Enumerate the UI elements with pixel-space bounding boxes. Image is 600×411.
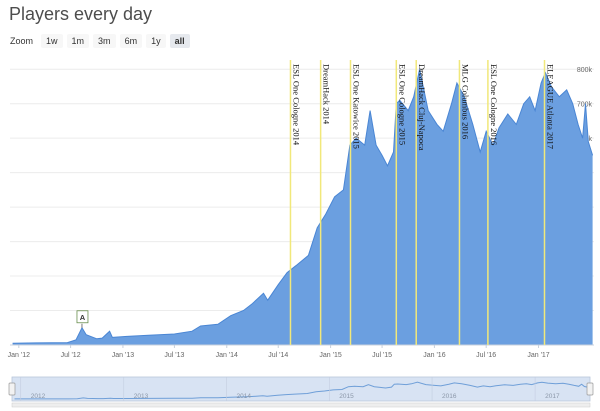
x-tick-label: Jan '15 xyxy=(319,352,341,359)
x-tick-label: Jan '12 xyxy=(8,352,30,359)
players-area xyxy=(12,69,593,345)
x-tick-label: Jan '16 xyxy=(423,352,445,359)
navigator-year-label: 2013 xyxy=(134,393,149,400)
zoom-selector: Zoom 1w 1m 3m 6m 1y all xyxy=(10,34,190,48)
x-tick-label: Jul '16 xyxy=(476,352,496,359)
navigator xyxy=(11,376,591,402)
event-label: ELEAGUE Atlanta 2017 xyxy=(546,64,556,149)
navigator-year-label: 2016 xyxy=(442,393,457,400)
navigator-year-label: 2015 xyxy=(339,393,354,400)
zoom-button-1w[interactable]: 1w xyxy=(41,34,63,48)
event-label: DreamHack 2014 xyxy=(322,64,332,125)
zoom-label: Zoom xyxy=(10,36,34,46)
flag-label: A xyxy=(80,313,86,322)
x-tick-label: Jan '13 xyxy=(112,352,134,359)
zoom-button-6m[interactable]: 6m xyxy=(119,34,143,48)
players-line xyxy=(12,69,594,344)
navigator-handle-left[interactable] xyxy=(8,382,16,396)
x-tick-label: Jul '13 xyxy=(164,352,184,359)
navigator-year-label: 2017 xyxy=(545,393,560,400)
event-label: ESL One Cologne 2015 xyxy=(397,64,407,145)
x-tick-label: Jan '14 xyxy=(216,352,238,359)
event-label: DreamHack Cluj-Napoca xyxy=(417,64,427,151)
y-tick-label: 700k xyxy=(577,102,593,109)
flag-box xyxy=(76,310,89,324)
event-label: MLG Columbus 2016 xyxy=(460,64,470,139)
y-tick-label: 800k xyxy=(577,67,593,74)
x-tick-label: Jan '17 xyxy=(527,352,549,359)
zoom-button-1m[interactable]: 1m xyxy=(66,34,90,48)
navigator-year-label: 2014 xyxy=(237,393,252,400)
zoom-button-all[interactable]: all xyxy=(169,34,190,48)
zoom-button-3m[interactable]: 3m xyxy=(93,34,116,48)
navigator-handle-right[interactable] xyxy=(586,382,594,396)
event-label: ESL One Cologne 2016 xyxy=(489,64,499,145)
zoom-button-1y[interactable]: 1y xyxy=(146,34,166,48)
chart-title: Players every day xyxy=(9,4,153,24)
navigator-line xyxy=(14,381,589,400)
event-label: ESL One Cologne 2014 xyxy=(291,64,301,146)
navigator-year-label: 2012 xyxy=(31,393,46,400)
navigator-scrollbar[interactable] xyxy=(11,402,591,408)
x-tick-label: Jul '14 xyxy=(268,352,288,359)
x-tick-label: Jul '15 xyxy=(372,352,392,359)
x-tick-label: Jul '12 xyxy=(61,352,81,359)
event-label: ESL One Katowice 2015 xyxy=(352,64,362,149)
